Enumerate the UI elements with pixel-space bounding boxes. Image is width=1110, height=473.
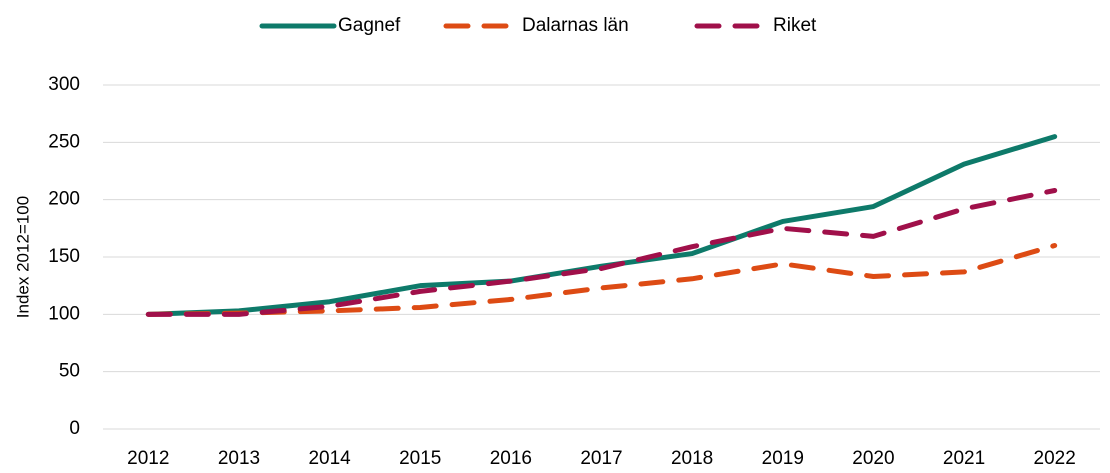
y-tick-label: 100 xyxy=(48,303,80,324)
x-tick-label: 2018 xyxy=(671,448,713,468)
y-tick-label: 200 xyxy=(48,189,80,210)
x-tick-label: 2019 xyxy=(762,448,804,468)
y-tick-label: 0 xyxy=(69,418,80,439)
x-tick-label: 2017 xyxy=(580,448,622,468)
y-tick-label: 150 xyxy=(48,246,80,267)
series-line xyxy=(145,243,1058,317)
legend-label: Riket xyxy=(773,15,817,36)
x-tick-label: 2022 xyxy=(1034,448,1076,468)
y-axis-label: Index 2012=100 xyxy=(13,196,32,318)
x-tick-label: 2013 xyxy=(218,448,260,468)
legend-label: Gagnef xyxy=(338,15,401,36)
x-tick-label: 2015 xyxy=(399,448,441,468)
y-tick-label: 50 xyxy=(59,361,80,382)
series-line xyxy=(145,187,1058,317)
x-tick-label: 2021 xyxy=(943,448,985,468)
legend-label: Dalarnas län xyxy=(522,15,629,36)
x-tick-label: 2016 xyxy=(490,448,532,468)
x-tick-label: 2014 xyxy=(308,448,351,468)
x-tick-label: 2020 xyxy=(852,448,894,468)
y-tick-label: 250 xyxy=(48,131,80,152)
x-tick-label: 2012 xyxy=(127,448,169,468)
y-tick-label: 300 xyxy=(48,74,80,95)
